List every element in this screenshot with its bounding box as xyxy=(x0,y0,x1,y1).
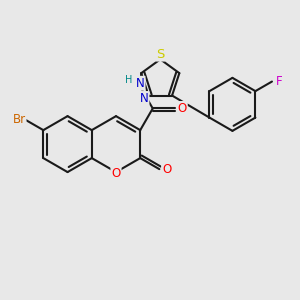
Text: S: S xyxy=(156,47,164,61)
Text: O: O xyxy=(162,163,171,176)
Text: H: H xyxy=(125,75,133,85)
Text: N: N xyxy=(140,92,148,105)
Text: O: O xyxy=(178,102,187,115)
Text: Br: Br xyxy=(12,113,26,126)
Text: O: O xyxy=(111,167,121,180)
Text: F: F xyxy=(276,75,283,88)
Text: N: N xyxy=(136,77,145,90)
